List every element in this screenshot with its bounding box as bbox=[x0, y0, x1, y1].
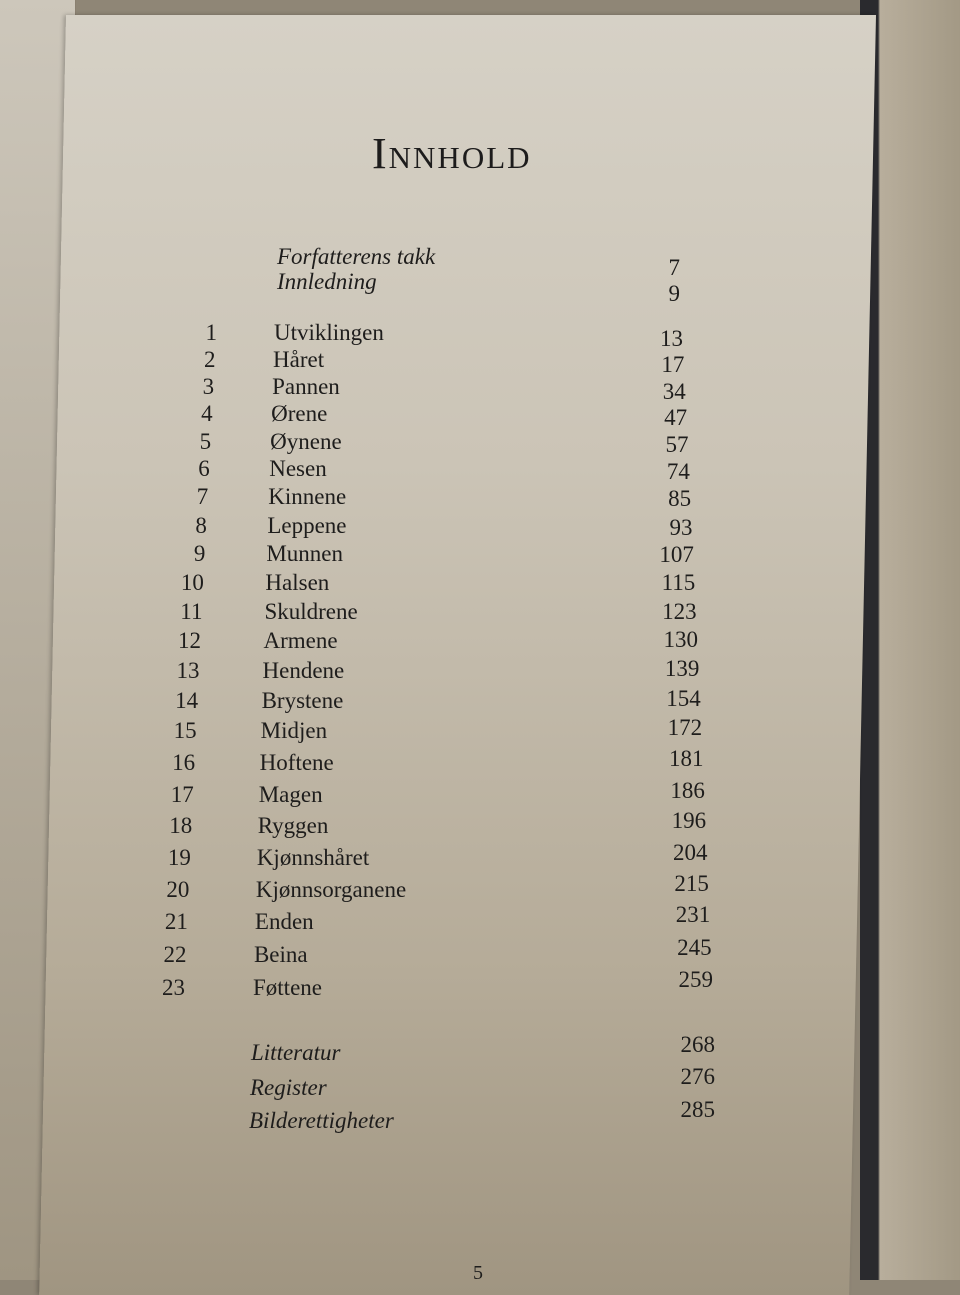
chapter-page: 245 bbox=[677, 934, 712, 960]
chapter-page: 231 bbox=[675, 902, 711, 928]
chapter-page: 34 bbox=[662, 378, 686, 404]
front-matter-title: Forfatterens takk bbox=[277, 244, 436, 269]
chapter-number: 21 bbox=[164, 909, 188, 934]
chapter-title: Føttene bbox=[253, 975, 322, 1000]
back-matter-title: Litteratur bbox=[251, 1040, 341, 1065]
chapter-number: 19 bbox=[167, 845, 191, 870]
chapter-page: 93 bbox=[669, 514, 693, 540]
back-matter-page: 268 bbox=[680, 1032, 716, 1057]
chapter-title: Munnen bbox=[266, 541, 344, 566]
chapter-number: 6 bbox=[198, 456, 210, 481]
chapter-title: Ryggen bbox=[257, 813, 329, 838]
chapter-title: Utviklingen bbox=[274, 320, 384, 345]
front-matter-title: Innledning bbox=[277, 269, 377, 294]
back-matter-page: 285 bbox=[680, 1097, 716, 1122]
chapter-page: 196 bbox=[671, 808, 707, 834]
chapter-page: 215 bbox=[674, 870, 709, 896]
chapter-number: 22 bbox=[163, 942, 187, 967]
chapter-number: 14 bbox=[175, 688, 199, 713]
chapter-title: Ørene bbox=[271, 401, 328, 426]
chapter-title: Enden bbox=[254, 909, 314, 934]
chapter-page: 85 bbox=[668, 486, 692, 512]
front-matter-page: 7 bbox=[668, 255, 681, 280]
chapter-title: Pannen bbox=[272, 374, 340, 399]
chapter-title: Brystene bbox=[261, 688, 344, 713]
chapter-page: 115 bbox=[661, 570, 696, 596]
chapter-number: 1 bbox=[205, 320, 218, 345]
chapter-number: 20 bbox=[166, 877, 190, 902]
chapter-page: 74 bbox=[666, 458, 690, 484]
chapter-title: Håret bbox=[273, 347, 325, 372]
background-right bbox=[860, 0, 960, 1280]
chapter-number: 9 bbox=[193, 541, 206, 566]
chapter-number: 3 bbox=[202, 374, 215, 399]
chapter-number: 16 bbox=[172, 750, 196, 775]
chapter-page: 123 bbox=[662, 598, 697, 624]
chapter-number: 18 bbox=[169, 813, 193, 838]
chapter-title: Magen bbox=[258, 782, 323, 807]
chapter-page: 186 bbox=[670, 777, 705, 803]
back-matter-page: 276 bbox=[680, 1064, 716, 1089]
chapter-page: 172 bbox=[667, 715, 703, 741]
chapter-title: Beina bbox=[253, 942, 308, 967]
chapter-page: 107 bbox=[659, 541, 694, 567]
chapter-number: 23 bbox=[162, 975, 185, 1000]
page-sheet bbox=[39, 15, 877, 1295]
chapter-number: 17 bbox=[170, 782, 194, 807]
chapter-title: Leppene bbox=[267, 513, 347, 538]
chapter-page: 57 bbox=[665, 432, 689, 458]
chapter-title: Skuldrene bbox=[264, 599, 358, 624]
chapter-page: 204 bbox=[673, 839, 708, 865]
chapter-title: Halsen bbox=[265, 570, 330, 595]
front-matter-page: 9 bbox=[668, 281, 681, 306]
chapter-page: 139 bbox=[664, 656, 700, 682]
chapter-title: Øynene bbox=[270, 429, 342, 454]
chapter-page: 259 bbox=[678, 967, 714, 992]
back-matter-title: Bilderettigheter bbox=[249, 1108, 394, 1133]
chapter-page: 17 bbox=[661, 352, 685, 378]
chapter-number: 7 bbox=[196, 484, 209, 509]
page-title: Innhold bbox=[372, 129, 532, 178]
chapter-title: Kjønnsorganene bbox=[255, 877, 407, 902]
chapter-title: Nesen bbox=[269, 456, 327, 481]
chapter-number: 12 bbox=[178, 628, 201, 653]
chapter-title: Kinnene bbox=[268, 484, 347, 509]
chapter-number: 2 bbox=[204, 347, 216, 372]
chapter-page: 181 bbox=[668, 746, 704, 772]
chapter-title: Hoftene bbox=[259, 750, 334, 775]
chapter-number: 15 bbox=[173, 718, 197, 743]
chapter-page: 154 bbox=[666, 685, 701, 711]
chapter-page: 13 bbox=[660, 326, 683, 351]
chapter-title: Hendene bbox=[262, 658, 345, 683]
chapter-number: 11 bbox=[180, 599, 203, 624]
chapter-number: 13 bbox=[176, 658, 200, 683]
page-number: 5 bbox=[473, 1262, 483, 1284]
chapter-number: 4 bbox=[201, 401, 213, 426]
chapter-number: 10 bbox=[180, 570, 204, 595]
back-matter-title: Register bbox=[250, 1075, 327, 1100]
chapter-number: 5 bbox=[199, 429, 212, 454]
chapter-page: 47 bbox=[664, 405, 688, 431]
chapter-title: Kjønnshåret bbox=[256, 845, 370, 870]
chapter-title: Armene bbox=[263, 628, 338, 653]
chapter-number: 8 bbox=[195, 513, 207, 538]
chapter-title: Midjen bbox=[260, 718, 328, 743]
chapter-page: 130 bbox=[663, 627, 699, 652]
